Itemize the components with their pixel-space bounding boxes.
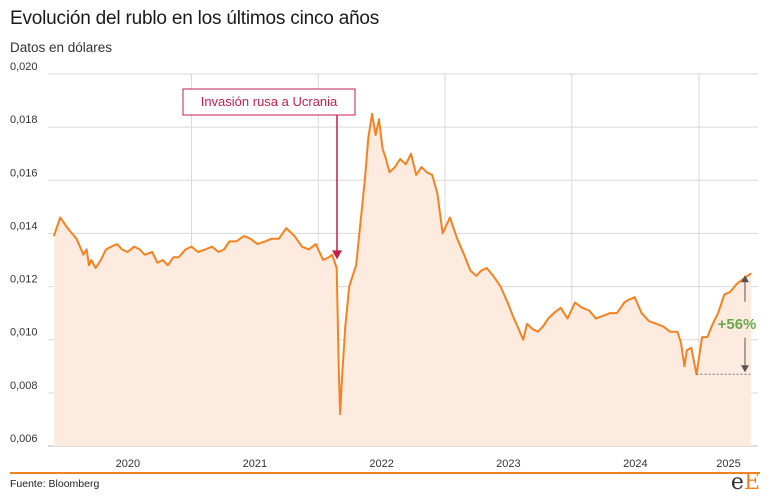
change-label: +56%	[718, 316, 757, 333]
change-arrow-up-head	[741, 275, 749, 283]
annotation-arrow-head	[332, 250, 343, 260]
chart-subtitle: Datos en dólares	[10, 40, 113, 55]
series-line	[52, 112, 752, 416]
footer-divider	[10, 472, 760, 474]
y-tick-label: 0,012	[10, 274, 38, 286]
x-tick-label: 2024	[623, 458, 647, 470]
chart-title: Evolución del rublo en los últimos cinco…	[10, 8, 380, 29]
series-area	[53, 113, 752, 447]
x-tick-label: 2023	[496, 458, 520, 470]
change-arrow-down-head	[741, 365, 749, 373]
source-note: Fuente: Bloomberg	[10, 478, 100, 490]
y-tick-label: 0,010	[10, 327, 38, 339]
y-tick-label: 0,014	[10, 220, 38, 232]
x-tick-label: 2020	[116, 458, 140, 470]
y-tick-label: 0,008	[10, 380, 38, 392]
annotation-box	[182, 88, 356, 116]
y-tick-label: 0,006	[10, 433, 38, 445]
logo-big-letter: E	[743, 470, 760, 495]
annotation-label: Invasión rusa a Ucrania	[201, 94, 338, 109]
x-tick-label: 2025	[716, 458, 740, 470]
y-tick-label: 0,020	[10, 61, 38, 73]
x-tick-label: 2022	[369, 458, 393, 470]
x-tick-label: 2021	[243, 458, 267, 470]
logo-small-letter: e	[730, 470, 744, 495]
y-tick-label: 0,016	[10, 167, 38, 179]
logo: eE	[731, 470, 760, 495]
y-tick-label: 0,018	[10, 114, 38, 126]
